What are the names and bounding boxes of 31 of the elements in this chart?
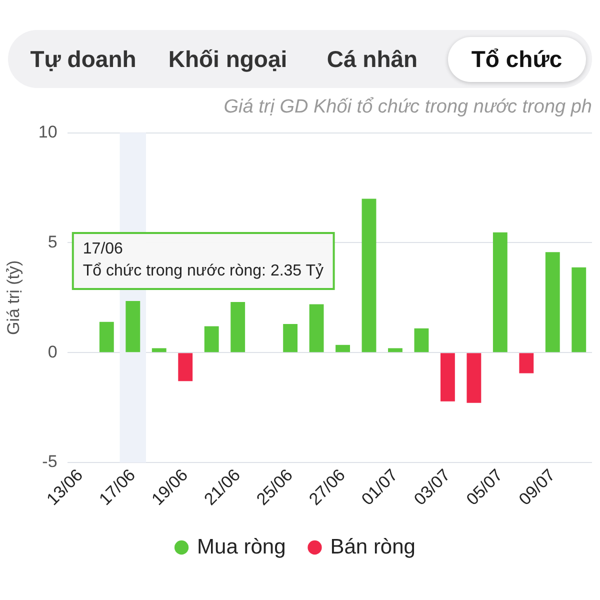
bar	[336, 344, 350, 352]
text: Tổ chức	[448, 36, 586, 82]
bar	[152, 348, 166, 352]
bar	[492, 232, 508, 352]
y-tick-label: -5	[42, 452, 58, 472]
chart-title: Giá trị GD Khối tổ chức trong nước trong ph	[224, 96, 592, 118]
y-tick-label: 5	[48, 232, 58, 252]
annotation: 17/06 Tổ chức trong nước ròng: 2.35 Tỷ	[82, 240, 324, 280]
legend-label: Mua ròng	[197, 535, 286, 558]
text: Khối ngoại	[167, 44, 288, 74]
bar	[519, 353, 534, 374]
legend-label: Bán ròng	[330, 535, 416, 558]
bar	[230, 302, 246, 352]
bar	[178, 353, 193, 382]
bar	[414, 328, 429, 352]
bar	[572, 267, 586, 352]
bar	[545, 252, 560, 352]
y-tick-label: 0	[48, 342, 58, 362]
bar	[204, 326, 219, 352]
text: Tự doanh	[29, 44, 138, 74]
bar	[440, 353, 455, 402]
text: Cá nhân	[326, 44, 419, 74]
bar	[466, 353, 482, 403]
y-axis-title: Giá trị (tỷ)	[4, 260, 23, 335]
bar	[388, 348, 402, 352]
bar	[99, 322, 114, 352]
bar	[309, 304, 324, 352]
bar	[126, 300, 140, 352]
bar	[283, 324, 298, 352]
y-tick-label: 10	[38, 122, 58, 142]
bar	[362, 198, 376, 352]
